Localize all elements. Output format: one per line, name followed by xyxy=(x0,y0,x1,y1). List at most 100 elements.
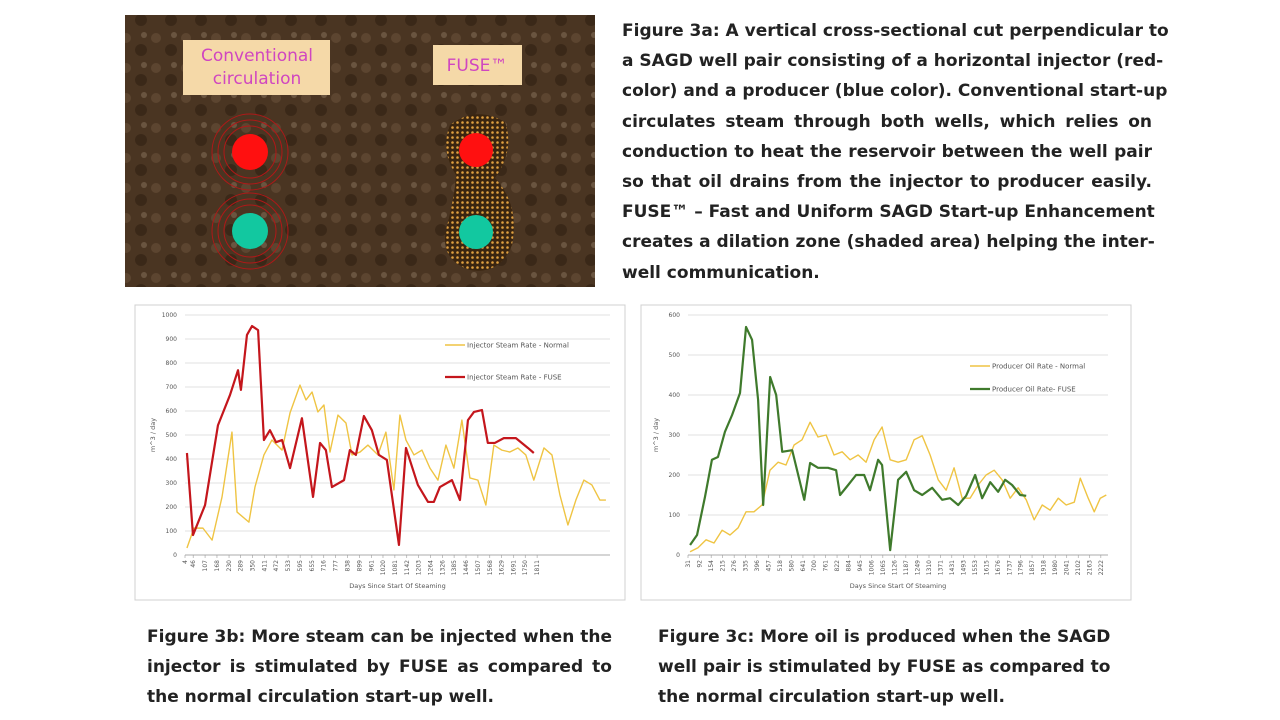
x-tick-label: 1553 xyxy=(972,560,979,575)
caption-line: Figure 3c: More oil is produced when the… xyxy=(658,627,1111,647)
x-tick-label: 822 xyxy=(834,560,841,572)
x-tick-label: 641 xyxy=(800,560,807,572)
y-tick-label: 500 xyxy=(166,432,178,439)
x-tick-label: 655 xyxy=(309,560,316,572)
x-tick-label: 2222 xyxy=(1098,560,1105,575)
x-tick-label: 961 xyxy=(368,560,375,572)
caption-line: FUSE™ – Fast and Uniform SAGD Start-up E… xyxy=(622,202,1155,223)
x-tick-label: 46 xyxy=(190,560,197,568)
x-tick-label: 1737 xyxy=(1006,560,1013,575)
x-tick-label: 276 xyxy=(731,560,738,572)
caption-line: so that oil drains from the injector to … xyxy=(622,172,1152,193)
figure-3a-image: Conventional circulation FUSE™ xyxy=(125,15,595,287)
x-tick-label: 92 xyxy=(696,560,703,568)
x-tick-label: 1249 xyxy=(915,560,922,575)
y-tick-label: 500 xyxy=(669,352,681,359)
y-tick-label: 400 xyxy=(669,392,681,399)
x-tick-label: 215 xyxy=(720,560,727,572)
x-tick-label: 1310 xyxy=(926,560,933,575)
x-tick-label: 1371 xyxy=(937,560,944,575)
image-label: Conventional xyxy=(201,46,313,66)
x-tick-label: 1676 xyxy=(995,560,1002,575)
y-tick-label: 600 xyxy=(669,312,681,319)
x-tick-label: 472 xyxy=(273,560,280,572)
x-tick-label: 1385 xyxy=(451,560,458,575)
x-tick-label: 1006 xyxy=(869,560,876,575)
y-tick-label: 300 xyxy=(669,432,681,439)
label-box xyxy=(433,45,522,85)
x-tick-label: 1507 xyxy=(475,560,482,575)
legend-label: Producer Oil Rate- FUSE xyxy=(992,386,1076,394)
x-tick-label: 1065 xyxy=(880,560,887,575)
x-tick-label: 700 xyxy=(811,560,818,572)
caption-line: the normal circulation start-up well. xyxy=(147,687,495,707)
x-tick-label: 1857 xyxy=(1029,560,1036,575)
y-tick-label: 0 xyxy=(173,552,177,559)
producer xyxy=(232,213,268,249)
y-tick-label: 200 xyxy=(166,504,178,511)
x-tick-label: 1796 xyxy=(1018,560,1025,575)
y-tick-label: 100 xyxy=(166,528,178,535)
x-tick-label: 580 xyxy=(788,560,795,572)
x-tick-label: 1918 xyxy=(1041,560,1048,575)
x-tick-label: 518 xyxy=(777,560,784,572)
producer xyxy=(459,215,493,249)
x-tick-label: 1750 xyxy=(522,560,529,575)
x-tick-label: 884 xyxy=(846,560,853,572)
x-tick-label: 1187 xyxy=(903,560,910,575)
chart-panel xyxy=(134,304,626,601)
x-tick-label: 1568 xyxy=(487,560,494,575)
x-tick-label: 350 xyxy=(249,560,256,572)
caption-line: creates a dilation zone (shaded area) he… xyxy=(622,232,1155,253)
x-tick-label: 154 xyxy=(708,560,715,572)
x-tick-label: 716 xyxy=(321,560,328,572)
y-tick-label: 400 xyxy=(166,456,178,463)
x-tick-label: 1126 xyxy=(891,560,898,575)
x-tick-label: 1431 xyxy=(949,560,956,575)
x-tick-label: 1446 xyxy=(463,560,470,575)
x-axis-label: Days Since Start Of Steaming xyxy=(850,582,946,590)
injector xyxy=(459,133,493,167)
x-tick-label: 107 xyxy=(202,560,209,572)
x-tick-label: 761 xyxy=(823,560,830,572)
x-tick-label: 777 xyxy=(333,560,340,572)
x-tick-label: 1081 xyxy=(392,560,399,575)
data-line xyxy=(689,421,1107,553)
y-tick-label: 300 xyxy=(166,480,178,487)
caption-line: injector is stimulated by FUSE as compar… xyxy=(147,657,612,677)
x-tick-label: 945 xyxy=(857,560,864,572)
x-tick-label: 1629 xyxy=(499,560,506,575)
x-tick-label: 1326 xyxy=(440,560,447,575)
label-box xyxy=(183,40,330,95)
x-tick-label: 595 xyxy=(297,560,304,572)
image-label: circulation xyxy=(213,69,302,89)
y-tick-label: 100 xyxy=(669,512,681,519)
y-tick-label: 900 xyxy=(166,336,178,343)
data-line xyxy=(186,384,606,549)
x-tick-label: 230 xyxy=(226,560,233,572)
caption-line: Figure 3b: More steam can be injected wh… xyxy=(147,627,612,647)
x-tick-label: 1203 xyxy=(416,560,423,575)
caption-line: a SAGD well pair consisting of a horizon… xyxy=(622,51,1164,72)
y-tick-label: 200 xyxy=(669,472,681,479)
x-tick-label: 2102 xyxy=(1075,560,1082,575)
x-tick-label: 457 xyxy=(765,560,772,572)
caption-line: the normal circulation start-up well. xyxy=(658,687,1006,707)
x-tick-label: 1264 xyxy=(428,560,435,575)
x-tick-label: 533 xyxy=(285,560,292,572)
image-label: FUSE™ xyxy=(447,56,508,76)
y-tick-label: 700 xyxy=(166,384,178,391)
caption: Figure 3a: A vertical cross-sectional cu… xyxy=(622,16,1169,288)
y-axis-label: m^3 / day xyxy=(652,418,660,452)
caption-line: circulates steam through both wells, whi… xyxy=(622,111,1152,132)
injector xyxy=(232,134,268,170)
data-line xyxy=(689,325,1027,552)
y-tick-label: 800 xyxy=(166,360,178,367)
caption-line: conduction to heat the reservoir between… xyxy=(622,141,1152,162)
x-tick-label: 899 xyxy=(356,560,363,572)
x-tick-label: 1142 xyxy=(404,560,411,575)
x-tick-label: 335 xyxy=(742,560,749,572)
y-tick-label: 600 xyxy=(166,408,178,415)
